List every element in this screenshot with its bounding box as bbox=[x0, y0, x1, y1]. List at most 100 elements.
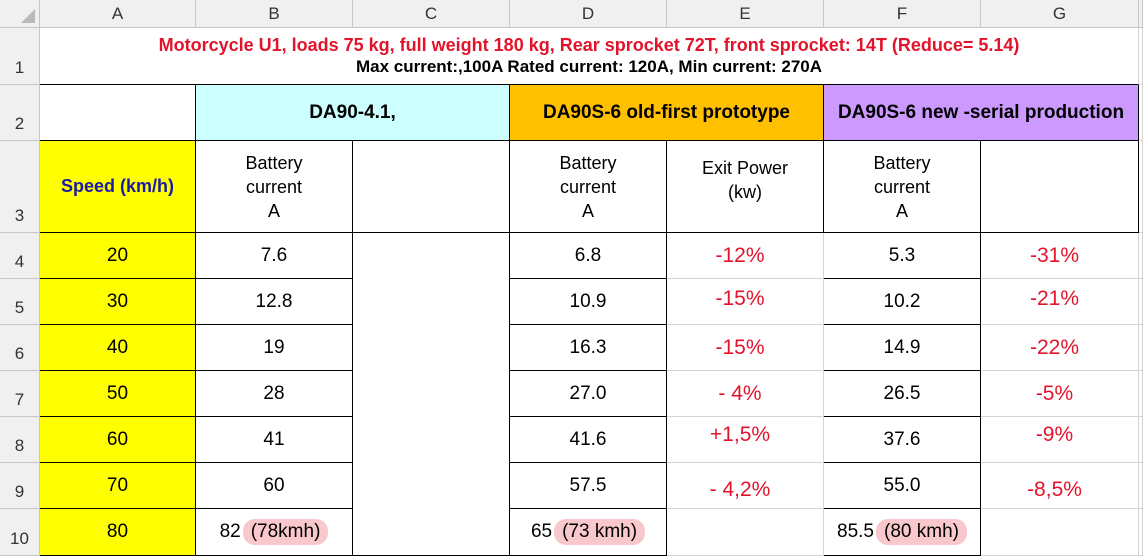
f-current-cell[interactable]: 5.3 bbox=[824, 233, 981, 279]
cell-h5[interactable] bbox=[1139, 279, 1143, 325]
speed-cell[interactable]: 30 bbox=[40, 279, 196, 325]
b-last-value: 82 bbox=[219, 521, 241, 542]
title-line-2: Max current:,100A Rated current: 120A, M… bbox=[355, 57, 823, 76]
cell-c4-c10-merged[interactable] bbox=[353, 233, 510, 556]
speed-cell[interactable]: 50 bbox=[40, 371, 196, 417]
d-current-cell[interactable]: 6.8 bbox=[510, 233, 667, 279]
row-header-1[interactable]: 1 bbox=[0, 28, 40, 85]
g-percent-cell[interactable]: -31% bbox=[981, 233, 1139, 279]
column-header-d[interactable]: D bbox=[510, 0, 667, 28]
speed-cell[interactable]: 20 bbox=[40, 233, 196, 279]
title-line-1: Motorcycle U1, loads 75 kg, full weight … bbox=[158, 35, 1020, 55]
row-header-2[interactable]: 2 bbox=[0, 85, 40, 141]
cell-h2[interactable] bbox=[1139, 85, 1143, 141]
g-percent-cell[interactable]: -9% bbox=[981, 417, 1139, 463]
speed-cell[interactable]: 40 bbox=[40, 325, 196, 371]
row-header-6[interactable]: 6 bbox=[0, 325, 40, 371]
f-speed-note-highlight: (80 kmh) bbox=[876, 519, 967, 545]
battery-current-header-d[interactable]: Battery current A bbox=[510, 141, 667, 233]
d-current-cell[interactable]: 16.3 bbox=[510, 325, 667, 371]
header-e-line-1: Exit Power bbox=[701, 157, 789, 178]
b-current-cell[interactable]: 7.6 bbox=[196, 233, 353, 279]
e-percent-cell[interactable]: - 4% bbox=[667, 371, 824, 417]
title-cell[interactable]: Motorcycle U1, loads 75 kg, full weight … bbox=[40, 28, 1139, 85]
row-header-5[interactable]: 5 bbox=[0, 279, 40, 325]
e-percent-cell[interactable]: +1,5% bbox=[667, 417, 824, 463]
header-d-line-3: A bbox=[581, 200, 594, 221]
cell-a2[interactable] bbox=[40, 85, 196, 141]
b-current-cell[interactable]: 12.8 bbox=[196, 279, 353, 325]
f-current-cell[interactable]: 37.6 bbox=[824, 417, 981, 463]
column-header-e[interactable]: E bbox=[667, 0, 824, 28]
f-current-cell[interactable]: 10.2 bbox=[824, 279, 981, 325]
g-percent-cell[interactable]: -8,5% bbox=[981, 463, 1139, 509]
group-header-da90-4-1[interactable]: DA90-4.1, bbox=[196, 85, 510, 141]
b-current-cell[interactable]: 28 bbox=[196, 371, 353, 417]
row-header-10[interactable]: 10 bbox=[0, 509, 40, 556]
f-current-cell[interactable]: 26.5 bbox=[824, 371, 981, 417]
e-percent-cell[interactable]: - 4,2% bbox=[667, 463, 824, 509]
cell-e10[interactable] bbox=[667, 509, 824, 556]
b-speed-note-highlight: (78kmh) bbox=[242, 519, 329, 545]
row-header-7[interactable]: 7 bbox=[0, 371, 40, 417]
column-header-g[interactable]: G bbox=[981, 0, 1139, 28]
b-value-wrap: 82 (78kmh) bbox=[220, 519, 329, 545]
header-e-line-2: (kw) bbox=[728, 181, 762, 202]
cell-h6[interactable] bbox=[1139, 325, 1143, 371]
cell-g3[interactable] bbox=[981, 141, 1139, 233]
group-header-old-prototype[interactable]: DA90S-6 old-first prototype bbox=[510, 85, 824, 141]
d-current-cell[interactable]: 41.6 bbox=[510, 417, 667, 463]
column-header-h-partial[interactable] bbox=[1139, 0, 1143, 28]
header-f-line-1: Battery bbox=[873, 152, 931, 173]
speed-header[interactable]: Speed (km/h) bbox=[40, 141, 196, 233]
header-b-line-3: A bbox=[267, 200, 280, 221]
column-header-b[interactable]: B bbox=[196, 0, 353, 28]
d-speed-note-highlight: (73 kmh) bbox=[554, 519, 646, 545]
cell-h9[interactable] bbox=[1139, 463, 1143, 509]
battery-current-header-f[interactable]: Battery current A bbox=[824, 141, 981, 233]
e-percent-cell[interactable]: -12% bbox=[667, 233, 824, 279]
d-current-cell-with-note[interactable]: 65 (73 kmh) bbox=[510, 509, 667, 556]
b-current-cell[interactable]: 19 bbox=[196, 325, 353, 371]
b-current-cell[interactable]: 60 bbox=[196, 463, 353, 509]
cell-h10[interactable] bbox=[1139, 509, 1143, 556]
speed-cell[interactable]: 80 bbox=[40, 509, 196, 556]
d-current-cell[interactable]: 10.9 bbox=[510, 279, 667, 325]
column-header-a[interactable]: A bbox=[40, 0, 196, 28]
g-percent-cell[interactable]: -21% bbox=[981, 279, 1139, 325]
speed-cell[interactable]: 60 bbox=[40, 417, 196, 463]
battery-current-header-b[interactable]: Battery current A bbox=[196, 141, 353, 233]
column-header-c[interactable]: C bbox=[353, 0, 510, 28]
g-percent-cell[interactable]: -22% bbox=[981, 325, 1139, 371]
header-b-line-1: Battery bbox=[245, 152, 303, 173]
speed-cell[interactable]: 70 bbox=[40, 463, 196, 509]
row-header-9[interactable]: 9 bbox=[0, 463, 40, 509]
d-current-cell[interactable]: 27.0 bbox=[510, 371, 667, 417]
cell-h8[interactable] bbox=[1139, 417, 1143, 463]
cell-h1[interactable] bbox=[1139, 28, 1143, 85]
select-all-triangle-icon bbox=[21, 9, 35, 23]
column-header-f[interactable]: F bbox=[824, 0, 981, 28]
cell-h4[interactable] bbox=[1139, 233, 1143, 279]
cell-h7[interactable] bbox=[1139, 371, 1143, 417]
e-percent-cell[interactable]: -15% bbox=[667, 279, 824, 325]
select-all-corner[interactable] bbox=[0, 0, 40, 28]
group-header-serial-production[interactable]: DA90S-6 new -serial production bbox=[824, 85, 1139, 141]
f-current-cell[interactable]: 14.9 bbox=[824, 325, 981, 371]
cell-c3[interactable] bbox=[353, 141, 510, 233]
row-header-3[interactable]: 3 bbox=[0, 141, 40, 233]
f-current-cell[interactable]: 55.0 bbox=[824, 463, 981, 509]
exit-power-header[interactable]: Exit Power (kw) bbox=[667, 141, 824, 233]
cell-h3[interactable] bbox=[1139, 141, 1143, 233]
row-header-4[interactable]: 4 bbox=[0, 233, 40, 279]
d-current-cell[interactable]: 57.5 bbox=[510, 463, 667, 509]
e-percent-cell[interactable]: -15% bbox=[667, 325, 824, 371]
f-current-cell-with-note[interactable]: 85.5 (80 kmh) bbox=[824, 509, 981, 556]
d-last-value: 65 bbox=[530, 521, 553, 542]
g-percent-cell[interactable]: -5% bbox=[981, 371, 1139, 417]
b-current-cell-with-note[interactable]: 82 (78kmh) bbox=[196, 509, 353, 556]
cell-g10[interactable] bbox=[981, 509, 1139, 556]
row-header-8[interactable]: 8 bbox=[0, 417, 40, 463]
b-current-cell[interactable]: 41 bbox=[196, 417, 353, 463]
